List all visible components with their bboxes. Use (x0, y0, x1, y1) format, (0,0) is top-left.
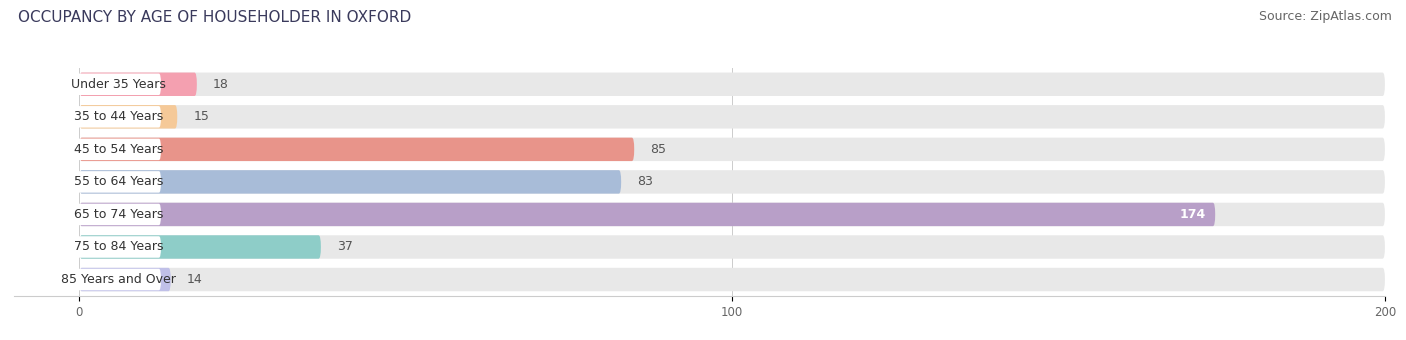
Text: Source: ZipAtlas.com: Source: ZipAtlas.com (1258, 10, 1392, 23)
FancyBboxPatch shape (79, 105, 1385, 129)
Text: 65 to 74 Years: 65 to 74 Years (75, 208, 163, 221)
Text: 15: 15 (194, 110, 209, 123)
FancyBboxPatch shape (79, 138, 634, 161)
Text: 174: 174 (1180, 208, 1205, 221)
FancyBboxPatch shape (79, 235, 1385, 259)
Text: OCCUPANCY BY AGE OF HOUSEHOLDER IN OXFORD: OCCUPANCY BY AGE OF HOUSEHOLDER IN OXFOR… (18, 10, 412, 25)
Text: 35 to 44 Years: 35 to 44 Years (75, 110, 163, 123)
FancyBboxPatch shape (79, 203, 1215, 226)
FancyBboxPatch shape (76, 139, 160, 160)
Text: 55 to 64 Years: 55 to 64 Years (75, 175, 163, 188)
Text: 14: 14 (187, 273, 202, 286)
FancyBboxPatch shape (79, 170, 621, 193)
FancyBboxPatch shape (76, 73, 160, 95)
FancyBboxPatch shape (79, 268, 170, 291)
FancyBboxPatch shape (79, 170, 1385, 193)
FancyBboxPatch shape (76, 204, 160, 225)
FancyBboxPatch shape (79, 72, 1385, 96)
FancyBboxPatch shape (76, 106, 160, 128)
Text: 45 to 54 Years: 45 to 54 Years (75, 143, 163, 156)
FancyBboxPatch shape (79, 105, 177, 129)
Text: 18: 18 (214, 78, 229, 91)
Text: 85: 85 (651, 143, 666, 156)
Text: Under 35 Years: Under 35 Years (72, 78, 166, 91)
FancyBboxPatch shape (79, 268, 1385, 291)
FancyBboxPatch shape (79, 72, 197, 96)
Text: 83: 83 (637, 175, 654, 188)
FancyBboxPatch shape (79, 138, 1385, 161)
FancyBboxPatch shape (79, 235, 321, 259)
FancyBboxPatch shape (76, 171, 160, 193)
FancyBboxPatch shape (76, 269, 160, 290)
FancyBboxPatch shape (79, 203, 1385, 226)
Text: 75 to 84 Years: 75 to 84 Years (73, 240, 163, 254)
Text: 85 Years and Over: 85 Years and Over (60, 273, 176, 286)
FancyBboxPatch shape (76, 236, 160, 258)
Text: 37: 37 (337, 240, 353, 254)
